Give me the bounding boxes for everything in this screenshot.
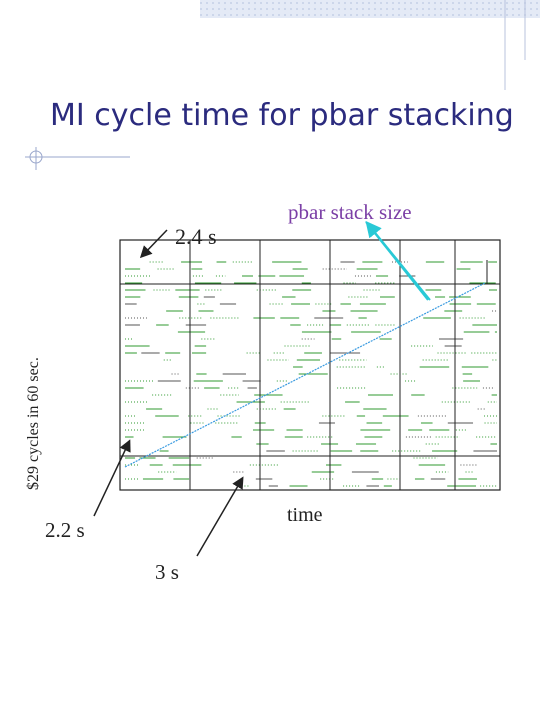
annotation: 3 s	[155, 560, 179, 584]
annotation: pbar stack size	[288, 200, 412, 224]
arrow	[365, 220, 431, 301]
arrow	[139, 229, 168, 259]
stack-trace	[124, 282, 486, 468]
x-axis-label: time	[287, 504, 323, 526]
arrow	[93, 439, 131, 517]
annotation: 2.2 s	[45, 518, 85, 542]
plot-frame	[119, 239, 501, 491]
slide-title: MI cycle time for pbar stacking	[50, 98, 514, 133]
arrow	[196, 476, 244, 557]
plot-screenshot	[119, 239, 501, 491]
annotation: 2.4 s	[175, 224, 217, 249]
header-band	[200, 0, 540, 18]
y-axis-label: $29 cycles in 60 sec.	[25, 357, 42, 490]
